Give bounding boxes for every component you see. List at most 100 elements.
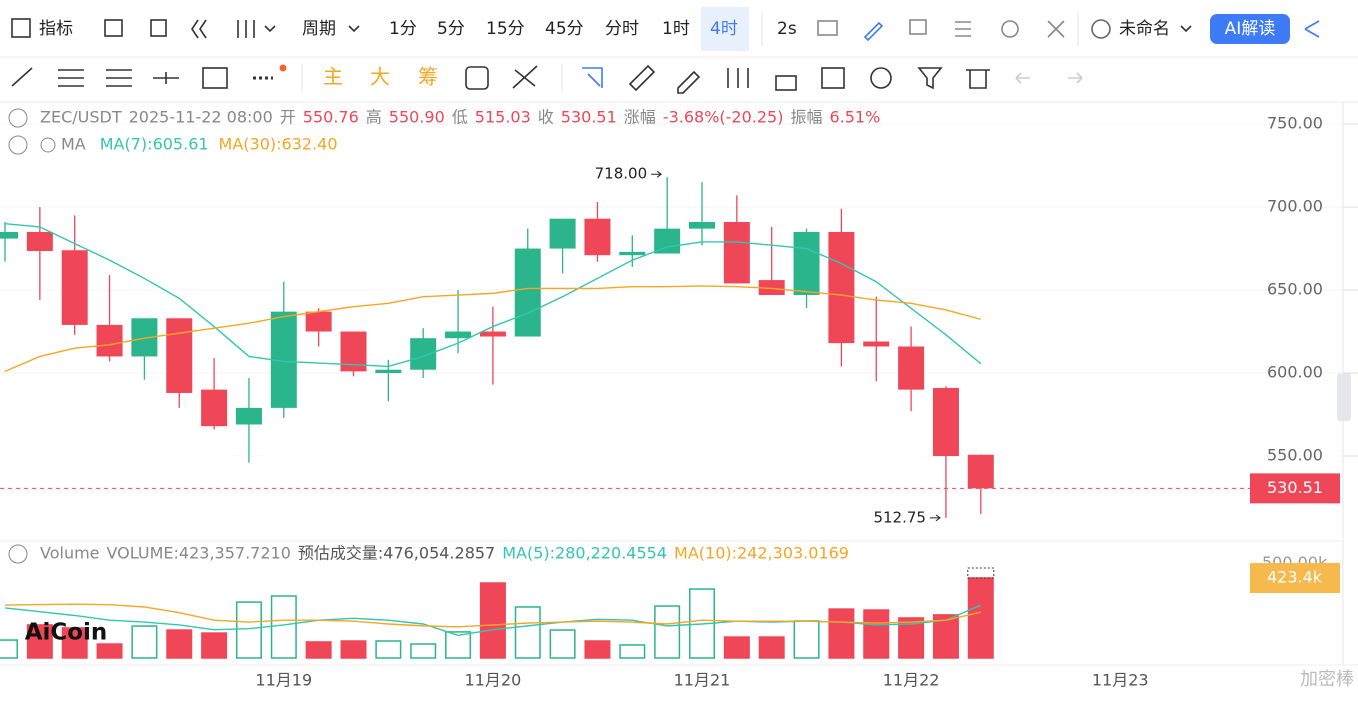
alert-icon [40, 137, 56, 153]
legend-item: 6.51% [829, 108, 880, 127]
brush-tool[interactable] [677, 70, 701, 94]
ma-line [4, 285, 981, 373]
hline-tool[interactable] [153, 72, 179, 84]
list-icon[interactable] [955, 21, 971, 37]
legend-item: 550.90 [389, 108, 445, 127]
candle-body [932, 387, 959, 457]
period-option[interactable]: 5分 [437, 19, 465, 39]
volume-bar [654, 605, 681, 659]
note-icon[interactable] [909, 19, 927, 35]
legend-item: MA(10):242,303.0169 [674, 544, 849, 563]
volume-bar [758, 636, 785, 659]
volume-bar [96, 643, 123, 659]
big-order-button[interactable]: 大 [370, 65, 390, 89]
period-option[interactable]: 1分 [389, 19, 417, 39]
cloud-icon[interactable] [1091, 19, 1111, 39]
volume-bar [26, 624, 53, 659]
dropdown-icon[interactable] [348, 25, 360, 33]
candle-body [96, 324, 123, 357]
magnet-tool[interactable] [870, 67, 892, 89]
watermark: AiCoin [25, 620, 108, 646]
candle-body [793, 231, 820, 296]
y-tick-label: 700.00 [1267, 197, 1323, 216]
grid-icon[interactable] [150, 19, 167, 37]
legend-item: 涨幅 [624, 108, 656, 127]
volume-bar [723, 636, 750, 659]
channel-tool[interactable] [58, 69, 84, 87]
ma-line [4, 222, 982, 368]
undo[interactable] [1015, 72, 1030, 84]
candle-body [758, 280, 785, 296]
fullscreen-icon[interactable] [1047, 20, 1065, 38]
y-tick-label: 650.00 [1267, 280, 1323, 299]
legend-item: 高 [366, 108, 382, 127]
kline-tool[interactable] [727, 68, 749, 88]
camera-icon[interactable] [817, 20, 838, 36]
annotation-arrow [929, 514, 941, 522]
workspace-name[interactable]: 未命名 [1119, 19, 1170, 39]
legend-sep: : [276, 135, 281, 154]
candle-body [549, 218, 576, 249]
edit-tool[interactable] [821, 67, 845, 89]
filter-tool[interactable] [917, 67, 943, 90]
x-tick-label: 11月23 [1092, 671, 1149, 690]
layout-icon[interactable] [104, 19, 123, 37]
period-option[interactable]: 分时 [605, 19, 639, 39]
settings-icon[interactable] [1001, 20, 1019, 38]
candle-body [0, 231, 18, 239]
candle-body [514, 248, 541, 337]
dropdown-icon[interactable] [264, 25, 276, 33]
legend-item: 低 [452, 108, 468, 127]
legend-item: 开 [280, 108, 296, 127]
ai-button-label[interactable]: AI解读 [1225, 19, 1276, 39]
scroll-handle[interactable] [1337, 373, 1351, 421]
candle-body [479, 331, 506, 337]
legend-item: MA(5):280,220.4554 [502, 544, 667, 563]
volume-bar [410, 643, 437, 659]
volume-bar [479, 582, 506, 659]
sync-tool[interactable] [465, 66, 489, 90]
indicator-icon[interactable] [11, 18, 31, 38]
indicator-button[interactable]: 指标 [39, 19, 73, 39]
measure-tool[interactable] [512, 65, 538, 89]
volume-bar [235, 601, 262, 659]
share-icon[interactable] [1304, 20, 1320, 38]
line-tool[interactable] [11, 67, 33, 87]
volume-bar [375, 640, 402, 659]
candle-type-icon[interactable] [237, 20, 255, 38]
candle-body [26, 231, 53, 252]
volume-bar [131, 625, 158, 659]
rect-tool[interactable] [202, 67, 228, 89]
volume-bar [201, 632, 228, 659]
last-price-label: 530.51 [1267, 478, 1323, 497]
delete-tool[interactable] [966, 69, 990, 89]
period-button[interactable]: 周期 [302, 19, 336, 39]
fib-tool[interactable] [106, 69, 132, 87]
ruler-tool[interactable] [628, 64, 656, 92]
ai-button[interactable] [1210, 14, 1290, 44]
lock-tool[interactable] [775, 75, 797, 91]
period-option[interactable]: 1时 [662, 19, 690, 39]
candle-body [828, 231, 855, 344]
period-option-selected[interactable]: 4时 [710, 19, 738, 39]
volume-bar [305, 641, 332, 659]
legend-item: -3.68%(-20.25) [663, 108, 784, 127]
redo[interactable] [1068, 72, 1083, 84]
collapse-icon [8, 135, 28, 155]
plot: 550.00 600.00 650.00 700.00 750.00 11月19 11月20… [0, 108, 1358, 690]
main-chart-button[interactable]: 主 [323, 65, 343, 89]
refresh-button[interactable]: 2s [777, 19, 797, 39]
legend-item: 550.76 [303, 108, 359, 127]
collapse-icon [8, 108, 28, 128]
price-annotation: 512.75 [873, 508, 926, 526]
chip-button[interactable]: 筹 [418, 65, 438, 89]
legend-name: MA(7) [100, 135, 147, 154]
period-option[interactable]: 15分 [486, 19, 525, 39]
dropdown-icon[interactable] [1180, 25, 1192, 33]
rewind-icon[interactable] [191, 19, 207, 39]
select-tool[interactable] [582, 67, 603, 88]
indicator-name: MA [61, 135, 86, 154]
draw-icon[interactable] [863, 21, 884, 42]
period-option[interactable]: 45分 [545, 19, 584, 39]
